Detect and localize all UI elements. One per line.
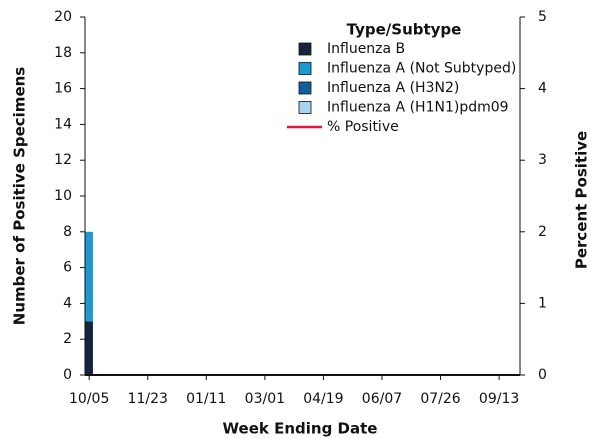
y2-tick-label: 1 [538, 295, 547, 311]
legend-label: Influenza A (Not Subtyped) [327, 61, 516, 77]
y-tick-label: 20 [54, 9, 72, 25]
legend-swatch [298, 62, 312, 75]
y-tick-label: 6 [63, 260, 72, 276]
legend-title: Type/Subtype [347, 21, 462, 39]
legend-swatch [298, 42, 312, 56]
y2-tick-label: 3 [538, 152, 547, 168]
x-tick-label: 03/01 [245, 391, 285, 407]
x-tick-label: 06/07 [362, 391, 402, 407]
y-tick-label: 0 [63, 367, 72, 383]
x-tick-label: 01/11 [186, 391, 226, 407]
y2-axis-title: Percent Positive [573, 131, 591, 269]
y-tick-label: 8 [63, 224, 72, 240]
legend-label: Influenza B [327, 41, 405, 57]
x-tick-label: 07/26 [420, 391, 460, 407]
x-tick-label: 04/19 [303, 391, 343, 407]
y-tick-label: 18 [54, 45, 72, 61]
bar-segment [85, 321, 93, 375]
legend-label: % Positive [327, 119, 399, 135]
y-tick-label: 4 [63, 295, 72, 311]
legend-swatch [298, 81, 312, 95]
x-tick-label: 11/23 [128, 391, 168, 407]
legend-label: Influenza A (H1N1)pdm09 [327, 100, 509, 116]
y2-tick-label: 5 [538, 9, 547, 25]
y-tick-label: 12 [54, 152, 72, 168]
y2-tick-label: 0 [538, 367, 547, 383]
legend-label: Influenza A (H3N2) [327, 80, 459, 96]
x-axis-title: Week Ending Date [223, 420, 378, 438]
y-tick-label: 2 [63, 331, 72, 347]
y2-tick-label: 2 [538, 224, 547, 240]
x-tick-label: 10/05 [69, 391, 109, 407]
bar-segment [85, 231, 93, 322]
y-tick-label: 14 [54, 116, 72, 132]
y-tick-label: 16 [54, 81, 72, 97]
y-tick-label: 10 [54, 188, 72, 204]
y2-tick-label: 4 [538, 81, 547, 97]
legend-swatch [298, 101, 312, 114]
y-axis-title: Number of Positive Specimens [11, 67, 29, 326]
x-tick-label: 09/13 [479, 391, 519, 407]
